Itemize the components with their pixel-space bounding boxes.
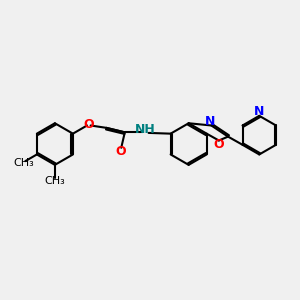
Text: CH₃: CH₃ xyxy=(14,158,34,168)
Text: CH₃: CH₃ xyxy=(44,176,65,186)
Text: O: O xyxy=(83,118,94,131)
Text: O: O xyxy=(214,138,224,152)
Text: O: O xyxy=(115,145,126,158)
Text: N: N xyxy=(254,105,265,118)
Text: NH: NH xyxy=(135,123,156,136)
Text: N: N xyxy=(205,115,215,128)
